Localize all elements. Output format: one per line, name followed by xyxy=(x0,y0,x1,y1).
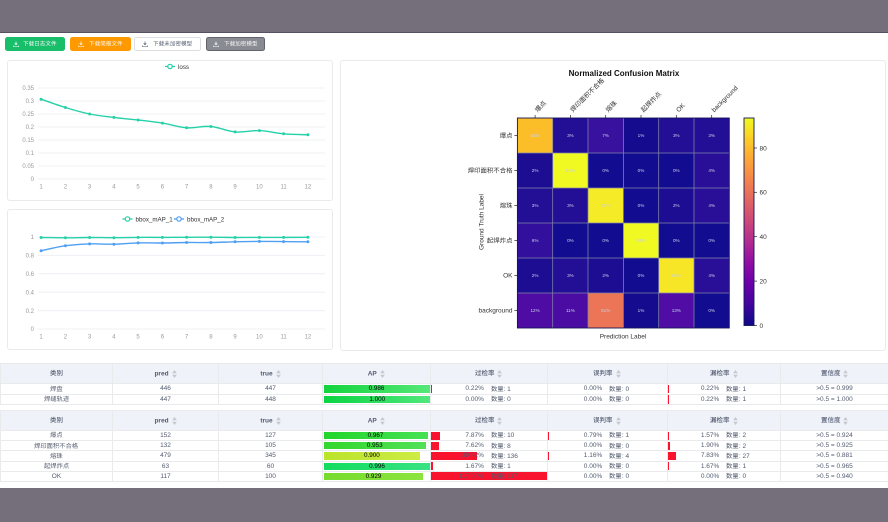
svg-text:0.2: 0.2 xyxy=(26,309,35,315)
svg-text:0.3: 0.3 xyxy=(26,99,35,105)
svg-text:OK: OK xyxy=(675,102,687,114)
svg-text:8: 8 xyxy=(209,185,213,191)
svg-text:0%: 0% xyxy=(638,273,645,278)
svg-text:3%: 3% xyxy=(567,203,574,208)
svg-text:0%: 0% xyxy=(673,238,680,243)
svg-text:0.8: 0.8 xyxy=(26,254,35,260)
svg-text:0: 0 xyxy=(31,177,35,183)
svg-text:2%: 2% xyxy=(673,203,680,208)
svg-text:13%: 13% xyxy=(672,308,681,313)
svg-text:11: 11 xyxy=(280,335,287,341)
svg-text:7: 7 xyxy=(185,185,189,191)
svg-text:40: 40 xyxy=(760,234,768,241)
svg-text:1: 1 xyxy=(39,335,43,341)
svg-text:3%: 3% xyxy=(708,133,715,138)
svg-text:0.2: 0.2 xyxy=(26,125,35,131)
svg-text:0.15: 0.15 xyxy=(22,138,34,144)
svg-text:93%: 93% xyxy=(566,168,575,173)
svg-text:0%: 0% xyxy=(602,238,609,243)
svg-text:3%: 3% xyxy=(567,133,574,138)
svg-text:9: 9 xyxy=(233,185,237,191)
svg-text:0%: 0% xyxy=(638,203,645,208)
svg-text:6%: 6% xyxy=(532,238,539,243)
svg-text:1: 1 xyxy=(31,235,35,241)
svg-text:Normalized Confusion Matrix: Normalized Confusion Matrix xyxy=(569,69,680,78)
svg-text:10: 10 xyxy=(256,185,263,191)
svg-text:4%: 4% xyxy=(708,203,715,208)
svg-text:12%: 12% xyxy=(530,308,539,313)
svg-text:3: 3 xyxy=(88,335,92,341)
svg-text:2%: 2% xyxy=(602,273,609,278)
svg-text:12: 12 xyxy=(305,185,312,191)
svg-text:89%: 89% xyxy=(672,273,681,278)
svg-text:0%: 0% xyxy=(567,238,574,243)
svg-text:3%: 3% xyxy=(532,203,539,208)
svg-text:1%: 1% xyxy=(638,308,645,313)
svg-text:4%: 4% xyxy=(708,168,715,173)
svg-text:3%: 3% xyxy=(567,273,574,278)
svg-text:60: 60 xyxy=(760,190,768,197)
svg-text:0%: 0% xyxy=(602,168,609,173)
svg-text:90%: 90% xyxy=(601,203,610,208)
svg-text:0.6: 0.6 xyxy=(26,272,35,278)
svg-text:6: 6 xyxy=(161,185,165,191)
svg-text:OK: OK xyxy=(503,273,513,280)
svg-text:7%: 7% xyxy=(602,133,609,138)
svg-text:3%: 3% xyxy=(673,133,680,138)
svg-text:0.05: 0.05 xyxy=(22,164,34,170)
svg-text:0.25: 0.25 xyxy=(22,112,34,118)
svg-text:10: 10 xyxy=(256,335,263,341)
svg-text:61%: 61% xyxy=(601,308,610,313)
svg-text:2: 2 xyxy=(64,185,68,191)
svg-text:3: 3 xyxy=(88,185,92,191)
svg-text:bbox_mAP_2: bbox_mAP_2 xyxy=(187,216,225,223)
svg-text:bbox_mAP_1: bbox_mAP_1 xyxy=(136,216,174,223)
svg-text:2%: 2% xyxy=(532,168,539,173)
svg-text:11: 11 xyxy=(280,185,287,191)
svg-text:8: 8 xyxy=(209,335,213,341)
svg-text:93%: 93% xyxy=(636,238,645,243)
svg-text:5: 5 xyxy=(136,335,140,341)
svg-text:loss: loss xyxy=(178,64,189,71)
svg-text:Ground Truth Label: Ground Truth Label xyxy=(479,193,486,250)
svg-text:0%: 0% xyxy=(708,308,715,313)
svg-text:4: 4 xyxy=(112,335,116,341)
svg-text:Prediction Label: Prediction Label xyxy=(600,334,647,341)
svg-text:2: 2 xyxy=(64,335,68,341)
svg-text:0.4: 0.4 xyxy=(26,290,35,296)
svg-text:4: 4 xyxy=(112,185,116,191)
svg-text:2%: 2% xyxy=(532,273,539,278)
svg-text:12: 12 xyxy=(305,335,312,341)
svg-text:1%: 1% xyxy=(638,133,645,138)
svg-text:5: 5 xyxy=(136,185,140,191)
svg-text:81%: 81% xyxy=(530,133,539,138)
svg-text:0.1: 0.1 xyxy=(26,151,35,157)
svg-text:0: 0 xyxy=(31,327,35,333)
svg-text:9: 9 xyxy=(233,335,237,341)
svg-text:20: 20 xyxy=(760,278,768,285)
svg-text:background: background xyxy=(711,85,740,114)
svg-text:11%: 11% xyxy=(566,308,575,313)
svg-text:6: 6 xyxy=(161,335,165,341)
svg-text:7: 7 xyxy=(185,335,189,341)
svg-text:0: 0 xyxy=(760,323,764,330)
svg-text:1: 1 xyxy=(39,185,43,191)
svg-text:80: 80 xyxy=(760,145,768,152)
svg-text:0.35: 0.35 xyxy=(22,86,34,92)
svg-text:0%: 0% xyxy=(708,238,715,243)
svg-text:background: background xyxy=(479,308,513,315)
svg-text:0%: 0% xyxy=(638,168,645,173)
svg-text:4%: 4% xyxy=(708,273,715,278)
svg-text:0%: 0% xyxy=(673,168,680,173)
